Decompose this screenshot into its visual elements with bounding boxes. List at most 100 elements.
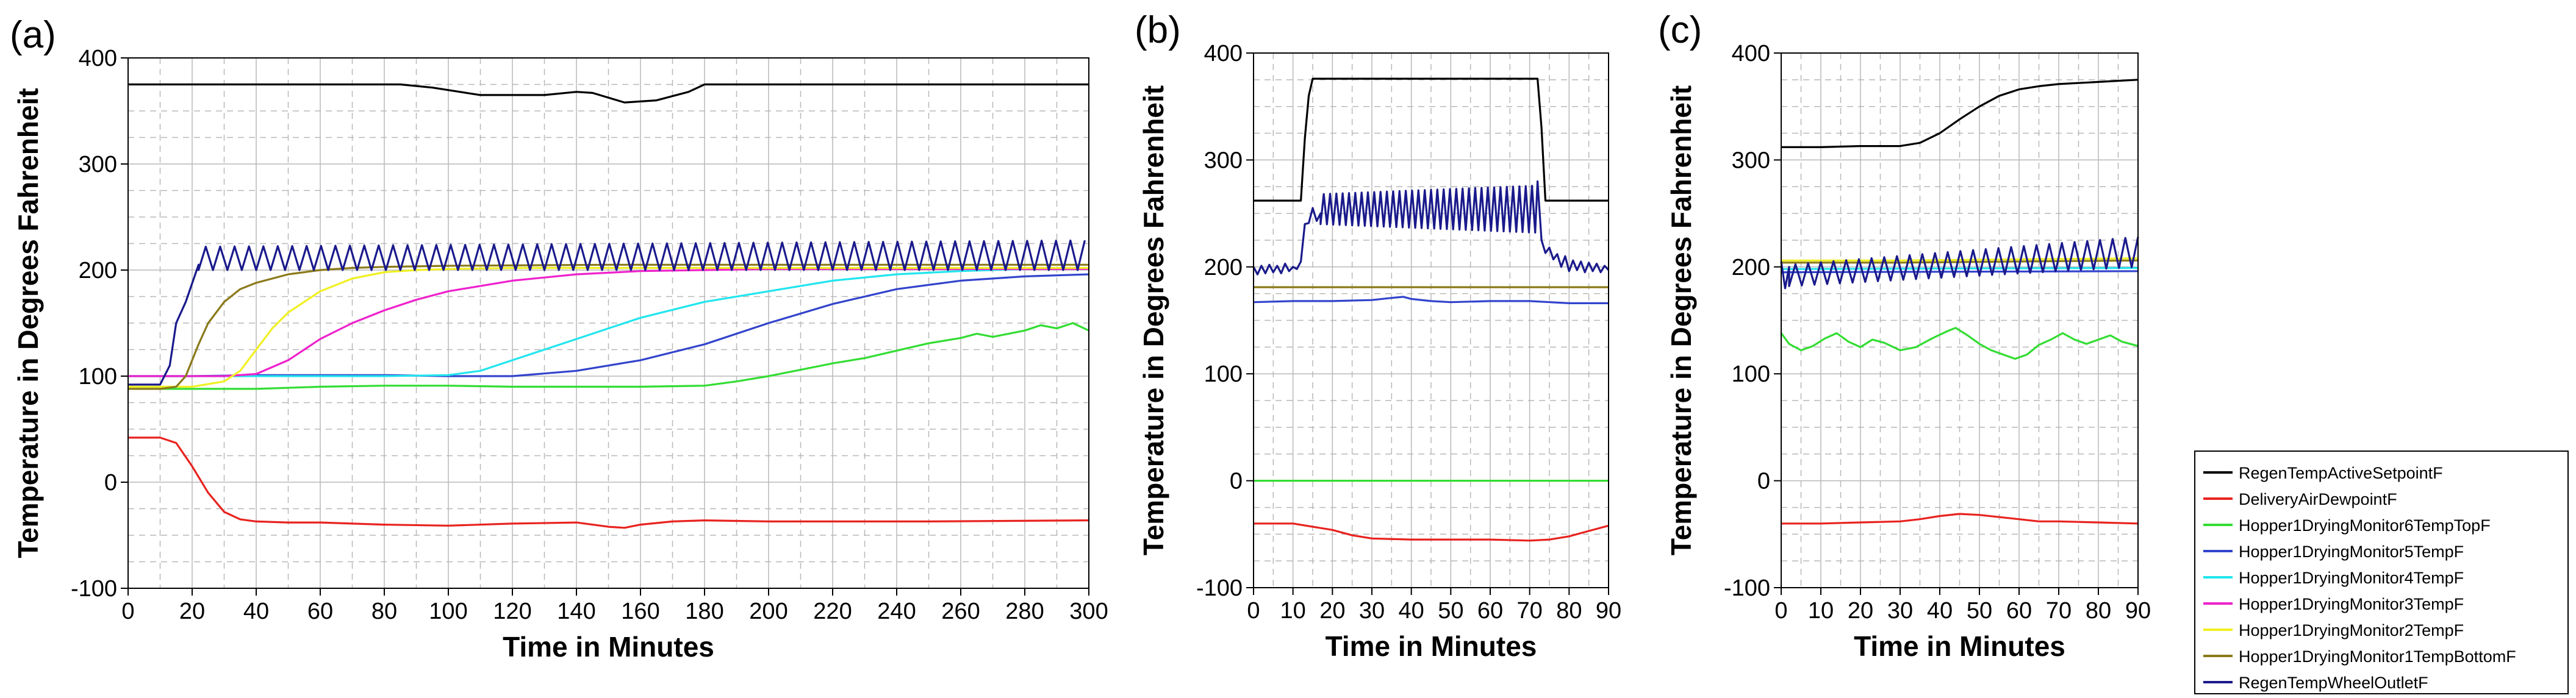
x-tick-label: 40 xyxy=(1399,598,1424,624)
x-tick-label: 80 xyxy=(371,599,397,624)
series-line-regen-temp-wheel-outlet-f xyxy=(1780,237,2139,290)
y-tick-label: 200 xyxy=(79,258,117,283)
x-tick-label: 30 xyxy=(1887,598,1913,624)
y-tick-label: -100 xyxy=(1724,575,1770,601)
y-tick-label: 400 xyxy=(79,46,117,71)
x-tick-label: 100 xyxy=(429,599,467,624)
series-line-hopper1-drying-monitor6-temp-top-f xyxy=(128,322,1089,390)
series-line-hopper1-drying-monitor3-temp-f xyxy=(128,268,1089,377)
x-tick-label: 40 xyxy=(243,599,269,624)
series-line-hopper1-drying-monitor2-temp-f xyxy=(128,266,1089,388)
x-tick-label: 140 xyxy=(557,599,595,624)
legend-label-hopper1-drying-monitor2-temp-f: Hopper1DryingMonitor2TempF xyxy=(2239,621,2464,639)
legend-label-regen-temp-active-setpoint-f: RegenTempActiveSetpointF xyxy=(2239,464,2443,482)
x-tick-label: 280 xyxy=(1005,599,1044,624)
x-tick-label: 300 xyxy=(1069,599,1108,624)
x-tick-label: 50 xyxy=(1967,598,1992,624)
x-tick-label: 80 xyxy=(1556,598,1582,624)
series-line-regen-temp-active-setpoint-f xyxy=(1254,77,1609,202)
y-tick-label: 200 xyxy=(1204,255,1243,280)
x-tick-label: 0 xyxy=(121,599,134,624)
series-line-hopper1-drying-monitor5-temp-f xyxy=(1253,296,1609,304)
y-axis-title-a: Temperature in Degrees Fahrenheit xyxy=(12,88,44,558)
legend-label-delivery-air-dewpoint-f: DeliveryAirDewpointF xyxy=(2239,490,2397,508)
ticks-a: 0 20 40 60 80 100 120 140 160 180 200 220 240 260 280 3… xyxy=(71,46,1108,624)
x-tick-label: 60 xyxy=(307,599,333,624)
panel-letter-c: (c) xyxy=(1658,9,1702,51)
y-tick-label: 0 xyxy=(1230,469,1243,494)
series-line-regen-temp-wheel-outlet-f xyxy=(128,239,1086,386)
y-tick-label: 100 xyxy=(1204,361,1243,387)
x-tick-label: 0 xyxy=(1774,598,1787,624)
y-tick-label: -100 xyxy=(71,576,117,602)
y-axis-title-c: Temperature in Degrees Fahrenheit xyxy=(1665,85,1697,555)
series-group-b xyxy=(1252,77,1610,542)
x-tick-label: 80 xyxy=(2086,598,2111,624)
series-line-delivery-air-dewpoint-f xyxy=(1781,513,2139,525)
x-tick-label: 180 xyxy=(685,599,723,624)
x-tick-label: 260 xyxy=(941,599,980,624)
x-tick-label: 20 xyxy=(1319,598,1345,624)
panel-letter-b: (b) xyxy=(1135,9,1181,51)
series-group-a xyxy=(128,83,1089,529)
y-tick-label: 300 xyxy=(1732,148,1770,173)
series-line-delivery-air-dewpoint-f xyxy=(128,436,1089,529)
series-line-hopper1-drying-monitor5-temp-f xyxy=(1781,270,2139,274)
y-tick-label: 0 xyxy=(104,470,117,496)
x-tick-label: 10 xyxy=(1280,598,1306,624)
x-tick-label: 70 xyxy=(2046,598,2072,624)
x-tick-label: 90 xyxy=(2125,598,2151,624)
chart-panel-a: (a) 0 20 40 60 80 100 120 140 160 180 200 220 240 260… xyxy=(10,14,1108,663)
panel-letter-a: (a) xyxy=(10,14,56,56)
series-line-regen-temp-wheel-outlet-f xyxy=(1252,180,1610,276)
x-tick-label: 90 xyxy=(1596,598,1621,624)
plot-frame-b xyxy=(1253,52,1609,588)
legend-label-hopper1-drying-monitor1-temp-bottom-f: Hopper1DryingMonitor1TempBottomF xyxy=(2239,647,2516,666)
grid-b xyxy=(1253,52,1609,588)
plot-frame-a xyxy=(127,57,1089,589)
y-tick-label: 200 xyxy=(1732,255,1770,280)
x-tick-label: 60 xyxy=(2006,598,2032,624)
x-tick-label: 120 xyxy=(493,599,531,624)
x-tick-label: 200 xyxy=(749,599,788,624)
legend-box xyxy=(2194,450,2569,694)
x-tick-label: 20 xyxy=(1848,598,1873,624)
grid-a xyxy=(127,57,1089,589)
legend-label-hopper1-drying-monitor4-temp-f: Hopper1DryingMonitor4TempF xyxy=(2239,569,2464,587)
x-tick-label: 240 xyxy=(877,599,916,624)
series-line-hopper1-drying-monitor1-temp-bottom-f xyxy=(128,263,1089,390)
y-tick-label: 100 xyxy=(79,364,117,390)
legend-label-regen-temp-wheel-outlet-f: RegenTempWheelOutletF xyxy=(2239,674,2428,692)
y-tick-label: 0 xyxy=(1757,469,1770,494)
x-tick-label: 60 xyxy=(1477,598,1503,624)
series-line-hopper1-drying-monitor6-temp-top-f xyxy=(1780,327,2139,360)
x-tick-label: 30 xyxy=(1359,598,1385,624)
legend-label-hopper1-drying-monitor3-temp-f: Hopper1DryingMonitor3TempF xyxy=(2239,595,2464,613)
y-tick-label: -100 xyxy=(1196,575,1243,601)
series-group-c xyxy=(1780,79,2139,525)
x-axis-title-c: Time in Minutes xyxy=(1854,630,2065,662)
series-line-hopper1-drying-monitor4-temp-f xyxy=(128,268,1089,377)
y-tick-label: 400 xyxy=(1732,41,1770,66)
legend-label-hopper1-drying-monitor5-temp-f: Hopper1DryingMonitor5TempF xyxy=(2239,543,2464,561)
x-tick-label: 0 xyxy=(1247,598,1260,624)
series-line-hopper1-drying-monitor5-temp-f xyxy=(128,273,1089,377)
series-line-regen-temp-active-setpoint-f xyxy=(1781,79,2139,148)
legend: RegenTempActiveSetpointF DeliveryAirDewpo… xyxy=(2194,450,2569,694)
series-line-hopper1-drying-monitor4-temp-f xyxy=(1781,267,2139,270)
x-tick-label: 160 xyxy=(621,599,659,624)
series-line-delivery-air-dewpoint-f xyxy=(1254,522,1609,542)
x-tick-label: 50 xyxy=(1438,598,1463,624)
x-tick-label: 10 xyxy=(1808,598,1834,624)
x-tick-label: 40 xyxy=(1927,598,1953,624)
y-tick-label: 300 xyxy=(79,152,117,177)
x-axis-title-a: Time in Minutes xyxy=(503,631,714,663)
x-tick-label: 20 xyxy=(179,599,205,624)
grid-c xyxy=(1781,52,2139,588)
chart-panel-c: (c) 0 10 20 30 40 50 60 70 80 90-1000100200300400… xyxy=(1658,9,2151,662)
y-tick-label: 300 xyxy=(1204,148,1243,173)
y-axis-title-b: Temperature in Degrees Fahrenheit xyxy=(1138,85,1169,555)
